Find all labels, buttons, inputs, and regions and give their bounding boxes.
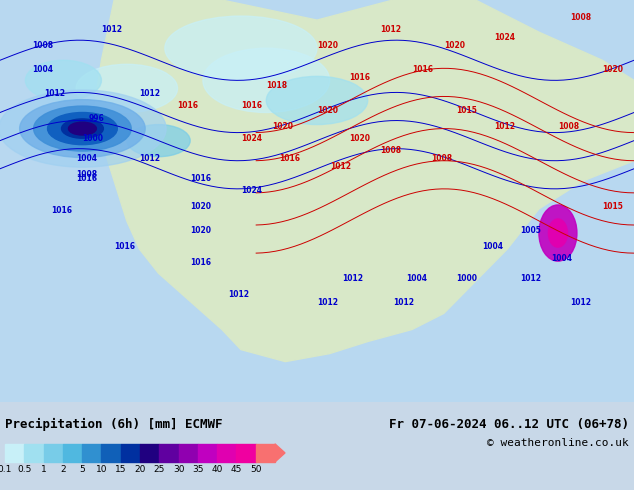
Bar xyxy=(140,444,159,462)
Text: 1012: 1012 xyxy=(393,298,414,307)
Ellipse shape xyxy=(20,99,145,157)
Bar xyxy=(44,444,63,462)
Text: Fr 07-06-2024 06..12 UTC (06+78): Fr 07-06-2024 06..12 UTC (06+78) xyxy=(389,418,629,431)
Text: 1004: 1004 xyxy=(482,242,503,251)
Text: 1012: 1012 xyxy=(139,154,160,163)
Text: 1: 1 xyxy=(41,465,46,474)
Text: 1004: 1004 xyxy=(406,274,427,283)
Text: 1012: 1012 xyxy=(139,90,160,98)
Text: 1020: 1020 xyxy=(190,202,211,211)
Text: 45: 45 xyxy=(231,465,242,474)
Text: 1012: 1012 xyxy=(571,298,592,307)
Bar xyxy=(82,444,101,462)
Text: 1016: 1016 xyxy=(349,74,370,82)
Text: 1018: 1018 xyxy=(266,81,287,90)
Text: 1008: 1008 xyxy=(76,170,97,179)
Text: 1008: 1008 xyxy=(431,154,452,163)
Text: 1012: 1012 xyxy=(101,25,122,34)
Text: 1004: 1004 xyxy=(552,254,573,263)
Text: 1020: 1020 xyxy=(317,41,338,50)
Text: 1008: 1008 xyxy=(558,122,579,130)
Text: 996: 996 xyxy=(89,114,105,122)
Bar xyxy=(236,444,256,462)
Text: 1020: 1020 xyxy=(317,105,338,115)
Text: 0.5: 0.5 xyxy=(17,465,32,474)
Ellipse shape xyxy=(61,119,103,138)
Text: 1015: 1015 xyxy=(602,202,623,211)
Text: 1020: 1020 xyxy=(444,41,465,50)
Ellipse shape xyxy=(25,60,101,100)
Text: 1016: 1016 xyxy=(190,174,211,183)
Text: 1016: 1016 xyxy=(178,101,198,110)
Text: 1020: 1020 xyxy=(602,65,623,74)
Text: © weatheronline.co.uk: © weatheronline.co.uk xyxy=(488,438,629,448)
Text: 1024: 1024 xyxy=(241,134,262,143)
Text: 1012: 1012 xyxy=(495,122,515,130)
Bar xyxy=(159,444,179,462)
Bar xyxy=(5,444,24,462)
Polygon shape xyxy=(95,0,634,362)
Text: 1008: 1008 xyxy=(32,41,53,50)
Text: 1024: 1024 xyxy=(495,33,515,42)
Bar xyxy=(198,444,217,462)
Text: 1012: 1012 xyxy=(330,162,351,171)
Ellipse shape xyxy=(48,113,117,145)
Text: 1004: 1004 xyxy=(76,154,97,163)
Text: 50: 50 xyxy=(250,465,261,474)
Text: 1000: 1000 xyxy=(456,274,477,283)
Ellipse shape xyxy=(548,219,567,247)
Text: 1020: 1020 xyxy=(190,226,211,235)
Text: 1016: 1016 xyxy=(241,101,262,110)
Text: 0.1: 0.1 xyxy=(0,465,12,474)
Ellipse shape xyxy=(539,205,577,261)
Bar xyxy=(63,444,82,462)
Text: 1012: 1012 xyxy=(228,291,249,299)
Text: 1012: 1012 xyxy=(44,90,65,98)
Ellipse shape xyxy=(203,48,330,113)
Bar xyxy=(217,444,236,462)
Text: 25: 25 xyxy=(153,465,165,474)
Bar xyxy=(256,444,275,462)
Ellipse shape xyxy=(127,124,190,157)
Text: 1020: 1020 xyxy=(349,134,370,143)
Ellipse shape xyxy=(68,122,96,135)
Text: 40: 40 xyxy=(212,465,223,474)
Text: 1012: 1012 xyxy=(520,274,541,283)
Text: 1020: 1020 xyxy=(273,122,294,130)
Text: 1024: 1024 xyxy=(241,186,262,195)
Text: 1005: 1005 xyxy=(520,226,541,235)
Ellipse shape xyxy=(266,76,368,124)
Bar xyxy=(120,444,140,462)
Text: 1016: 1016 xyxy=(190,258,211,267)
Text: 20: 20 xyxy=(134,465,146,474)
Ellipse shape xyxy=(34,106,131,151)
Text: Precipitation (6h) [mm] ECMWF: Precipitation (6h) [mm] ECMWF xyxy=(5,418,223,431)
Text: 1012: 1012 xyxy=(317,298,338,307)
Text: 1016: 1016 xyxy=(76,174,97,183)
Text: 5: 5 xyxy=(79,465,85,474)
Text: 1016: 1016 xyxy=(51,206,72,215)
Text: 1004: 1004 xyxy=(32,65,53,74)
Text: 1016: 1016 xyxy=(279,154,300,163)
Text: 35: 35 xyxy=(192,465,204,474)
Ellipse shape xyxy=(76,64,178,113)
Text: 30: 30 xyxy=(173,465,184,474)
Bar xyxy=(24,444,44,462)
Text: 1016: 1016 xyxy=(114,242,135,251)
Text: 10: 10 xyxy=(96,465,107,474)
Text: 1012: 1012 xyxy=(380,25,401,34)
Text: 1016: 1016 xyxy=(412,65,433,74)
Bar xyxy=(101,444,120,462)
Polygon shape xyxy=(275,444,285,462)
Text: 1012: 1012 xyxy=(342,274,363,283)
Text: 15: 15 xyxy=(115,465,126,474)
Text: 1000: 1000 xyxy=(82,134,103,143)
Text: 1008: 1008 xyxy=(380,146,401,155)
Ellipse shape xyxy=(0,90,166,167)
Text: 1008: 1008 xyxy=(571,13,592,22)
Ellipse shape xyxy=(165,16,317,80)
Text: 1015: 1015 xyxy=(456,105,477,115)
Text: 2: 2 xyxy=(60,465,66,474)
Bar xyxy=(179,444,198,462)
